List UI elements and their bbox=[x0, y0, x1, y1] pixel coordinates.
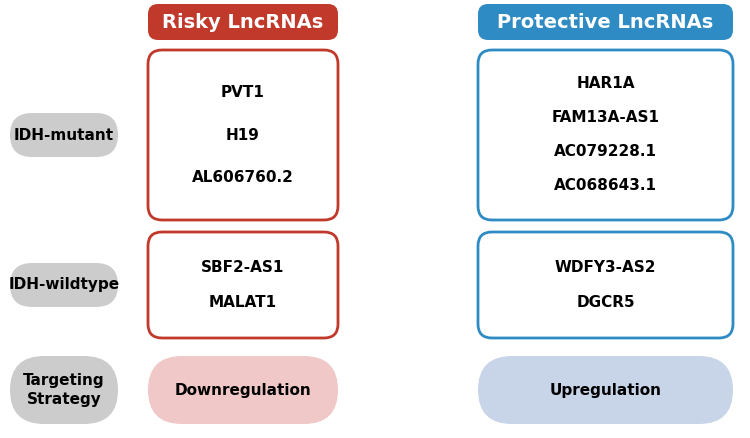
FancyBboxPatch shape bbox=[478, 50, 733, 220]
FancyBboxPatch shape bbox=[148, 4, 338, 40]
FancyBboxPatch shape bbox=[148, 232, 338, 338]
Text: Risky LncRNAs: Risky LncRNAs bbox=[162, 13, 324, 32]
Text: DGCR5: DGCR5 bbox=[576, 295, 634, 310]
Text: WDFY3-AS2: WDFY3-AS2 bbox=[555, 260, 656, 275]
FancyBboxPatch shape bbox=[478, 232, 733, 338]
Text: AL606760.2: AL606760.2 bbox=[192, 170, 294, 185]
FancyBboxPatch shape bbox=[10, 263, 118, 307]
FancyBboxPatch shape bbox=[10, 113, 118, 157]
Text: HAR1A: HAR1A bbox=[576, 77, 634, 92]
Text: Targeting
Strategy: Targeting Strategy bbox=[23, 373, 105, 407]
FancyBboxPatch shape bbox=[478, 356, 733, 424]
Text: IDH-mutant: IDH-mutant bbox=[14, 127, 114, 142]
Text: FAM13A-AS1: FAM13A-AS1 bbox=[551, 110, 659, 126]
Text: SBF2-AS1: SBF2-AS1 bbox=[201, 260, 285, 275]
FancyBboxPatch shape bbox=[148, 50, 338, 220]
Text: MALAT1: MALAT1 bbox=[209, 295, 277, 310]
FancyBboxPatch shape bbox=[10, 356, 118, 424]
Text: AC068643.1: AC068643.1 bbox=[554, 179, 657, 194]
FancyBboxPatch shape bbox=[148, 356, 338, 424]
Text: H19: H19 bbox=[226, 127, 260, 142]
Text: IDH-wildtype: IDH-wildtype bbox=[8, 278, 119, 293]
Text: Upregulation: Upregulation bbox=[550, 382, 662, 398]
FancyBboxPatch shape bbox=[478, 4, 733, 40]
Text: Protective LncRNAs: Protective LncRNAs bbox=[497, 13, 714, 32]
Text: PVT1: PVT1 bbox=[221, 85, 265, 100]
Text: Downregulation: Downregulation bbox=[175, 382, 311, 398]
Text: AC079228.1: AC079228.1 bbox=[554, 145, 657, 159]
